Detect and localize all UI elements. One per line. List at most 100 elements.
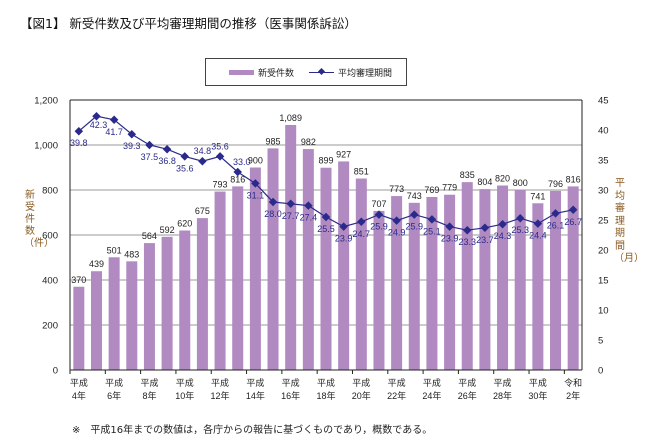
bar xyxy=(161,236,173,370)
line-marker xyxy=(321,212,331,222)
line-marker xyxy=(427,215,437,224)
y-left-tick-label: 1,000 xyxy=(34,141,58,152)
bar xyxy=(249,167,261,370)
x-tick-label: 平成 xyxy=(388,377,406,388)
y-left-tick-label: 800 xyxy=(42,186,58,197)
bar xyxy=(355,178,367,370)
bar xyxy=(232,186,244,370)
line-marker xyxy=(374,210,384,219)
x-tick-label: 8年 xyxy=(142,390,156,401)
bar-value-label: 741 xyxy=(530,191,545,201)
x-tick-label: 平成 xyxy=(458,377,476,388)
line-marker xyxy=(215,152,225,161)
line-marker xyxy=(162,144,172,154)
line-value-label: 24.3 xyxy=(494,231,512,241)
y-right-tick-label: 30 xyxy=(598,186,609,197)
bar-value-label: 773 xyxy=(389,184,404,194)
x-tick-label: 16年 xyxy=(281,390,300,401)
line-marker xyxy=(498,219,507,229)
bar xyxy=(196,218,208,370)
line-marker xyxy=(198,156,207,166)
bar xyxy=(267,148,279,370)
bar xyxy=(373,210,385,370)
x-tick-label: 28年 xyxy=(493,390,512,401)
line-value-label: 23.7 xyxy=(476,235,494,245)
line-marker xyxy=(92,111,101,121)
y-right-tick-label: 40 xyxy=(598,126,609,137)
line-value-label: 23.9 xyxy=(441,234,459,244)
x-tick-label: 平成 xyxy=(423,377,441,388)
x-tick-label: 2年 xyxy=(566,390,580,401)
bar xyxy=(444,194,456,370)
bar-value-label: 816 xyxy=(566,174,581,184)
line-value-label: 25.1 xyxy=(423,226,441,236)
bar-value-label: 900 xyxy=(248,156,263,166)
bar-value-label: 793 xyxy=(213,180,228,190)
y-right-tick-label: 45 xyxy=(598,96,609,107)
bar xyxy=(108,257,120,370)
bar-value-label: 779 xyxy=(442,183,457,193)
line-marker xyxy=(304,201,313,210)
bar xyxy=(73,286,85,370)
line-marker xyxy=(480,223,490,233)
y-left-tick-label: 400 xyxy=(42,276,58,287)
line-marker xyxy=(145,140,154,150)
bar xyxy=(285,124,297,370)
bar xyxy=(143,243,155,370)
line-marker xyxy=(233,167,242,177)
x-tick-label: 平成 xyxy=(352,377,370,388)
x-tick-label: 平成 xyxy=(70,377,88,388)
line-value-label: 42.3 xyxy=(90,120,108,130)
line-marker xyxy=(339,222,348,231)
bar-value-label: 675 xyxy=(195,206,210,216)
x-tick-label: 30年 xyxy=(528,390,547,401)
bar xyxy=(479,189,491,370)
line-value-label: 39.8 xyxy=(70,138,88,148)
bar-value-label: 592 xyxy=(160,225,175,235)
line-marker xyxy=(180,152,190,161)
line-value-label: 26.7 xyxy=(564,217,582,227)
x-tick-label: 10年 xyxy=(175,390,194,401)
line-value-label: 28.0 xyxy=(264,209,282,219)
line-value-label: 24.4 xyxy=(529,231,547,241)
bar-value-label: 769 xyxy=(424,185,439,195)
bar-value-label: 820 xyxy=(495,174,510,184)
x-tick-label: 平成 xyxy=(176,377,194,388)
x-tick-label: 12年 xyxy=(211,390,230,401)
bar-value-label: 370 xyxy=(71,275,86,285)
bar-value-label: 816 xyxy=(230,174,245,184)
x-tick-label: 14年 xyxy=(246,390,265,401)
bar xyxy=(514,190,526,370)
footnote: ※ 平成16年までの数値は，各庁からの報告に基づくものであり，概数である。 xyxy=(72,425,433,436)
bar xyxy=(320,167,332,370)
x-tick-label: 平成 xyxy=(105,377,123,388)
line-value-label: 34.8 xyxy=(194,146,212,156)
line-value-label: 24.9 xyxy=(388,228,406,238)
bar-value-label: 501 xyxy=(107,245,122,255)
chart-title: 【図1】 新受件数及び平均審理期間の推移（医事関係訴訟） xyxy=(20,16,357,31)
line-marker xyxy=(127,129,137,139)
legend: 新受件数 平均審理期間 xyxy=(205,58,407,86)
y-left-tick-label: 200 xyxy=(42,321,58,332)
line-value-label: 25.9 xyxy=(370,222,388,232)
x-tick-label: 平成 xyxy=(317,377,335,388)
y-right-tick-label: 5 xyxy=(598,336,603,347)
x-tick-label: 22年 xyxy=(387,390,406,401)
x-tick-label: 24年 xyxy=(422,390,441,401)
legend-label-bar: 新受件数 xyxy=(258,69,295,79)
line-value-label: 24.7 xyxy=(353,229,371,239)
line-marker xyxy=(410,210,419,219)
bar-value-label: 985 xyxy=(266,136,281,146)
y-left-tick-label: 0 xyxy=(53,366,58,377)
bar-value-label: 564 xyxy=(142,231,157,241)
y-left-tick-label: 1,200 xyxy=(34,96,58,107)
bar xyxy=(567,186,579,370)
legend-label-line: 平均審理期間 xyxy=(338,69,393,79)
x-tick-label: 平成 xyxy=(282,377,300,388)
line-value-label: 35.6 xyxy=(176,163,194,173)
line-marker xyxy=(445,222,454,231)
line-value-label: 27.7 xyxy=(282,211,300,221)
x-tick-label: 平成 xyxy=(529,377,547,388)
line-value-label: 41.7 xyxy=(105,127,123,137)
line-marker xyxy=(251,179,260,188)
